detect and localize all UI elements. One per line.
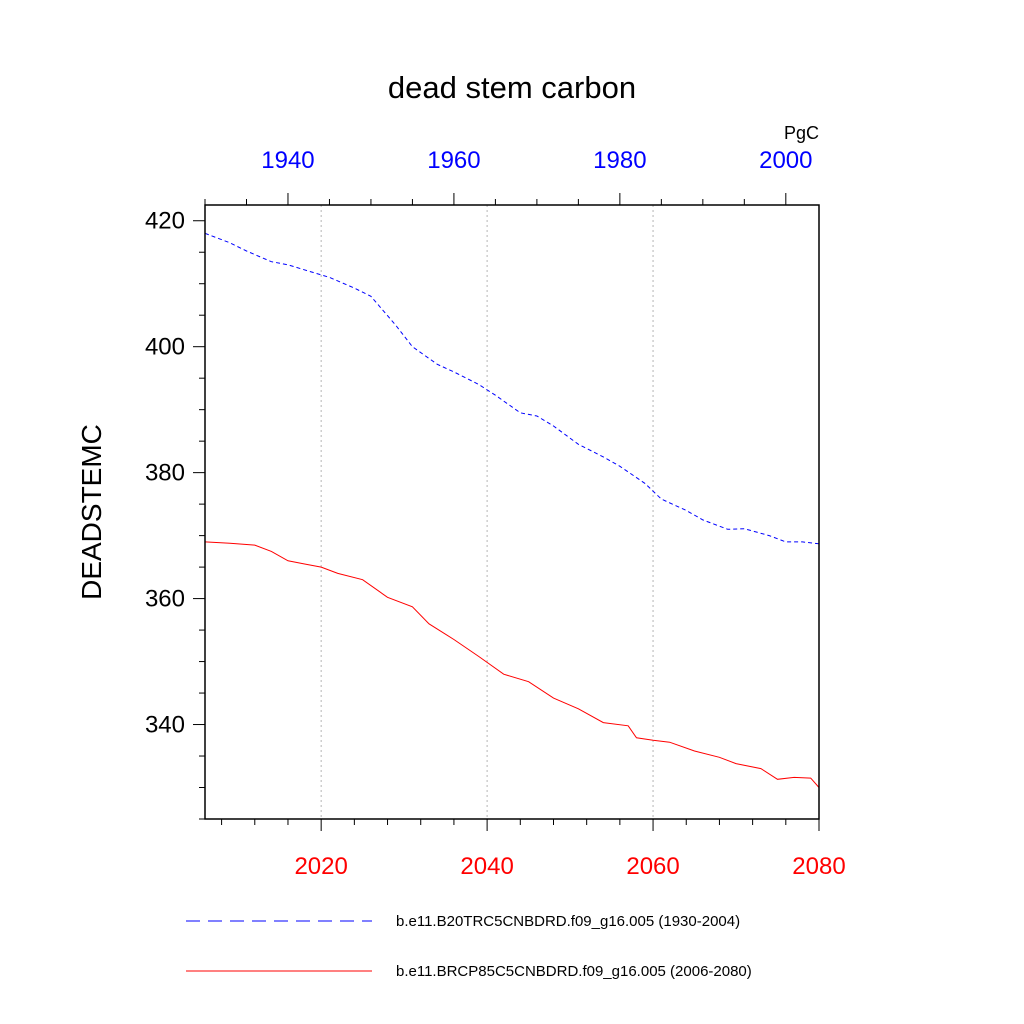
legend-label-2: b.e11.BRCP85C5CNBDRD.f09_g16.005 (2006-2… (396, 963, 752, 980)
y-tick-label-360: 360 (145, 586, 185, 613)
x-bottom-tick-label-2060: 2060 (626, 853, 679, 880)
y-axis-label: DEADSTEMC (76, 424, 107, 600)
x-bottom-tick-label-2020: 2020 (294, 853, 347, 880)
x-bottom-tick-label-2040: 2040 (460, 853, 513, 880)
x-top-tick-label-1960: 1960 (427, 147, 480, 174)
chart-title: dead stem carbon (388, 70, 636, 105)
x-top-tick-label-1980: 1980 (593, 147, 646, 174)
gridlines (320, 205, 654, 819)
y-tick-label-400: 400 (145, 334, 185, 361)
y-tick-label-420: 420 (145, 208, 185, 235)
axes: 340 360 380 400 420 2020 2040 2060 2080 1940 1960 1… (145, 147, 846, 880)
legend-label-1: b.e11.B20TRC5CNBDRD.f09_g16.005 (1930-20… (396, 913, 740, 930)
legend: b.e11.B20TRC5CNBDRD.f09_g16.005 (1930-20… (186, 913, 752, 980)
y-tick-label-380: 380 (145, 460, 185, 487)
y-tick-label-340: 340 (145, 712, 185, 739)
x-top-tick-label-1940: 1940 (261, 147, 314, 174)
x-top-tick-label-2000: 2000 (759, 147, 812, 174)
plot-frame (204, 204, 820, 820)
units-label: PgC (784, 123, 819, 143)
series-line-rcp85 (204, 541, 820, 788)
series-line-historical (204, 232, 820, 545)
series-group (204, 232, 820, 788)
x-bottom-tick-label-2080: 2080 (792, 853, 845, 880)
